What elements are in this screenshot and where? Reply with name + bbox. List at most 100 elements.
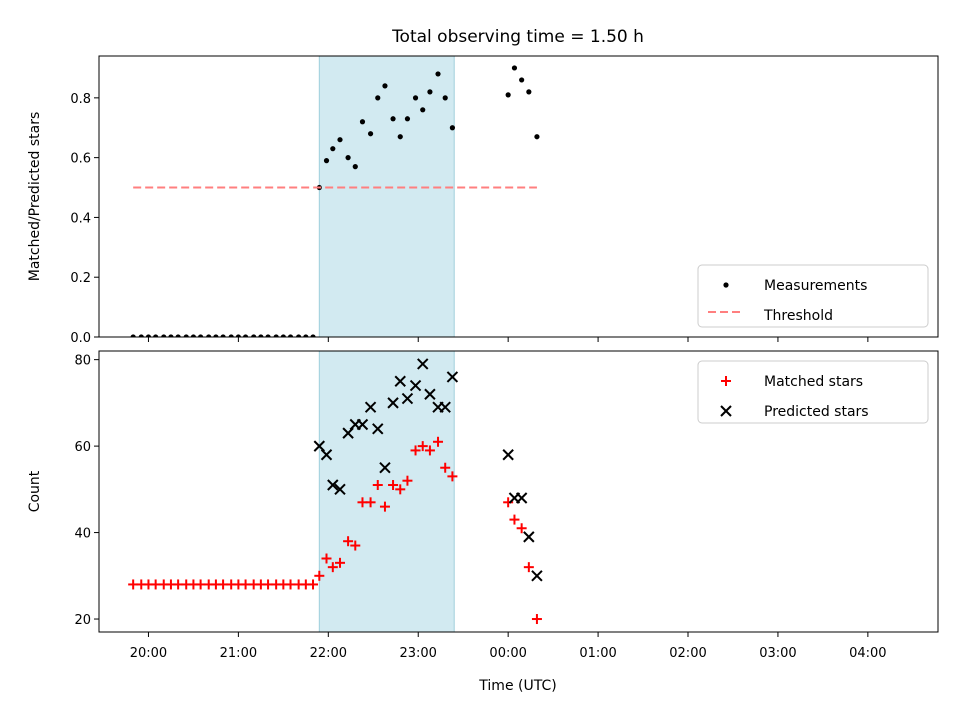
top-panel: 0.0 0.2 0.4 0.6 0.8 Matched/Predicted stars Me… (27, 55, 939, 346)
marker-stroke (379, 462, 391, 474)
measurement-point (526, 89, 532, 95)
legend-box (697, 360, 929, 424)
predicted-star-marker (394, 375, 406, 387)
measurement-point (130, 334, 136, 337)
matched-star-marker (417, 441, 428, 452)
predicted-star-marker (502, 449, 514, 461)
matched-star-marker (372, 480, 383, 491)
legend-label: Predicted stars (764, 404, 869, 420)
y-tick-label: 0.0 (70, 331, 91, 346)
predicted-star-marker (379, 462, 391, 474)
measurement-point (265, 334, 271, 337)
matched-star-marker (334, 557, 345, 568)
measurement-point (427, 89, 433, 95)
x-tick-label: 03:00 (759, 646, 796, 661)
bottom-panel: 20 40 60 80 20:00 21:00 22:00 23:00 00:00 01:00 02… (27, 350, 939, 661)
observing-window-band (318, 55, 455, 338)
measurement-point (519, 77, 525, 83)
measurement-point (228, 334, 234, 337)
matched-star-marker (433, 436, 444, 447)
matched-star-marker (531, 614, 542, 625)
predicted-star-marker (342, 427, 354, 439)
predicted-star-marker (372, 423, 384, 435)
measurement-point (303, 334, 309, 337)
x-tick-label: 23:00 (399, 646, 436, 661)
measurement-point (337, 137, 343, 143)
legend: Matched stars Predicted stars (697, 360, 929, 424)
measurement-point (382, 83, 388, 89)
matched-star-marker (365, 497, 376, 508)
x-tick-label: 20:00 (130, 646, 167, 661)
legend-marker (723, 282, 729, 288)
marker-stroke (720, 405, 732, 417)
measurement-point (412, 95, 419, 101)
measurement-point (175, 334, 181, 337)
x-tick-label: 21:00 (220, 646, 257, 661)
marker-stroke (409, 379, 422, 392)
marker-stroke (401, 392, 414, 405)
axes-frame (98, 55, 939, 338)
y-tick-label: 80 (74, 354, 91, 369)
measurement-point (330, 146, 336, 152)
predicted-star-marker (409, 379, 422, 392)
legend-label: Threshold (763, 308, 833, 324)
predicted-star-marker (320, 449, 333, 461)
x-tick-label: 00:00 (489, 646, 526, 661)
measurement-point (138, 334, 144, 337)
y-tick-label: 0.4 (70, 211, 91, 226)
y-axis-label: Matched/Predicted stars (27, 112, 43, 282)
legend-marker (720, 405, 732, 417)
matched-star-marker (395, 484, 406, 495)
predicted-star-marker (364, 401, 377, 413)
measurement-point (390, 116, 396, 122)
marker-stroke (523, 531, 535, 543)
chart-title: Total observing time = 1.50 h (391, 27, 644, 47)
measurement-point (534, 134, 540, 140)
observing-window-band (318, 350, 455, 633)
measurement-point (153, 334, 159, 337)
y-tick-label: 40 (74, 527, 91, 542)
measurement-point (375, 95, 381, 101)
marker-stroke (334, 483, 346, 496)
marker-stroke (372, 423, 384, 435)
measurement-point (206, 334, 212, 337)
matched-star-marker (424, 445, 435, 456)
measurement-point (251, 334, 257, 337)
legend-label: Matched stars (764, 374, 863, 390)
legend: Measurements Threshold (697, 264, 929, 328)
predicted-star-marker (401, 392, 414, 405)
y-tick-label: 0.8 (70, 92, 91, 107)
marker-stroke (313, 440, 326, 452)
x-tick-label: 04:00 (849, 646, 886, 661)
marker-stroke (502, 449, 514, 461)
predicted-star-marker (523, 531, 535, 543)
measurement-point (435, 71, 441, 77)
measurement-point (367, 131, 374, 137)
measurement-point (220, 334, 226, 337)
y-tick-label: 60 (74, 440, 91, 455)
predicted-star-marker (531, 570, 543, 582)
measurement-point (310, 334, 316, 337)
measurement-point (258, 334, 264, 337)
predicted-star-marker (417, 358, 429, 370)
measurement-point (442, 95, 448, 101)
measurement-point (420, 107, 426, 113)
marker-stroke (364, 401, 377, 413)
plot-area (128, 358, 543, 625)
measurement-point (145, 334, 152, 337)
legend-label: Measurements (764, 278, 867, 294)
marker-stroke (387, 397, 399, 409)
predicted-star-marker (334, 483, 346, 496)
measurement-point (345, 155, 351, 161)
measurement-point (183, 334, 189, 337)
matched-star-marker (503, 497, 514, 508)
matched-star-marker (321, 553, 332, 564)
marker-stroke (320, 449, 333, 461)
matched-star-marker (523, 562, 534, 573)
matched-star-marker (350, 540, 361, 551)
measurement-point (190, 334, 197, 337)
matched-star-marker (388, 480, 399, 491)
measurement-point (511, 65, 518, 71)
measurement-point (404, 116, 411, 122)
